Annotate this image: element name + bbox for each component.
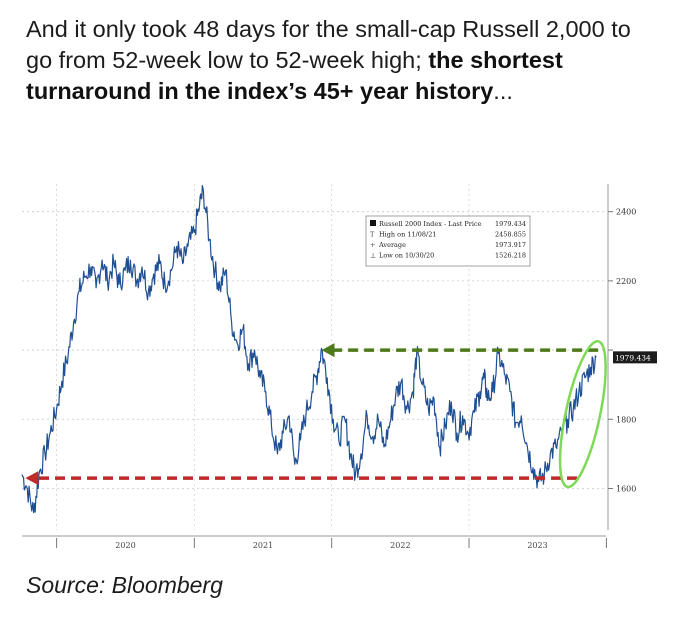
legend-marker: ⊥ [370,252,376,260]
y-tick-label: 2400 [616,208,636,217]
legend-label: Low on 10/30/20 [379,252,434,260]
highlight-ellipse [558,339,607,489]
x-tick-label: 2022 [390,541,410,550]
legend-value: 1526.218 [495,252,526,260]
russell-2000-chart: 1600 1800 2200 2400 1979.434 2020 2021 2022 2023… [18,178,666,554]
source-caption: Source: Bloomberg [26,572,223,598]
series-line-russell-2000 [21,185,597,514]
legend-label: Russell 2000 Index - Last Price [379,220,482,228]
arrow-head [25,471,39,486]
axes: 1600 1800 2200 2400 1979.434 2020 2021 2022 2023 [22,184,657,550]
series-layer [21,185,597,514]
legend-marker: + [370,241,375,249]
headline-ellipsis: ... [493,78,513,104]
last-price-label: 1979.434 [615,353,651,362]
y-tick-label: 1600 [616,484,636,493]
x-tick-label: 2020 [115,541,135,550]
legend-marker: T [370,231,375,239]
arrow-head [321,343,335,358]
legend-value: 1973.917 [495,241,526,249]
legend-label: Average [378,241,406,249]
headline-bold-text: the shortest turnaround in the index’s 4… [26,47,563,104]
headline: And it only took 48 days for the small-c… [26,14,656,107]
headline-text: And it only took 48 days for the small-c… [26,16,631,73]
y-tick-label: 1800 [616,415,636,424]
last-price-flag [613,351,657,364]
chart-container: 1600 1800 2200 2400 1979.434 2020 2021 2022 2023… [18,178,666,554]
y-tick-label: 2200 [616,277,636,286]
legend-swatch [370,220,376,226]
legend-box [365,215,531,267]
legend-value: 1979.434 [495,220,526,228]
chart-background [18,178,666,554]
x-tick-label: 2023 [527,541,547,550]
x-tick-label: 2021 [253,541,273,550]
legend-label: High on 11/08/21 [379,231,437,239]
annotation-layer [25,339,607,489]
legend-value: 2458.855 [495,231,526,239]
legend: Russell 2000 Index - Last Price 1979.434 T… [365,215,531,267]
